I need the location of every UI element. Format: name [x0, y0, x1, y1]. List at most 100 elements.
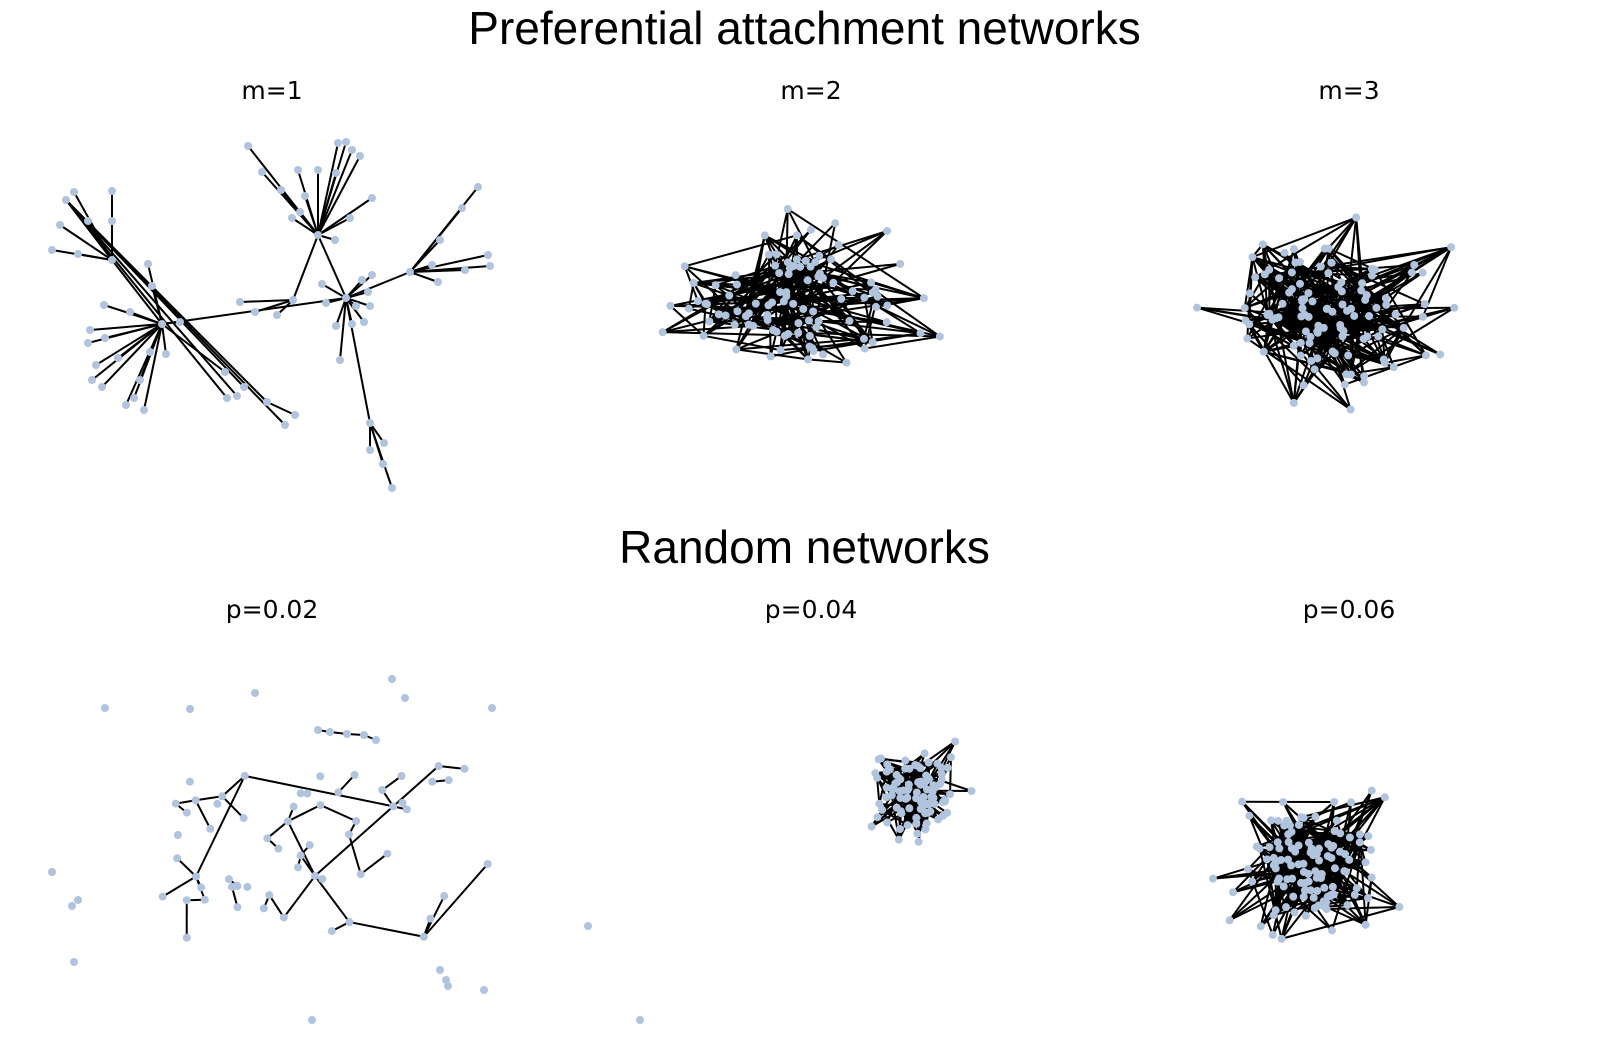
p006-node — [1361, 920, 1370, 929]
p006-node — [1310, 903, 1319, 912]
m2-node — [732, 280, 741, 289]
m3-edge — [1246, 277, 1280, 340]
m2-node — [714, 310, 723, 319]
m1-edge — [345, 297, 365, 323]
p002-node — [191, 872, 200, 881]
p006-node — [1314, 844, 1323, 853]
m3-node — [1304, 289, 1313, 298]
p006-node — [1363, 894, 1372, 903]
p006-node — [1291, 847, 1300, 856]
p006-node — [1301, 911, 1310, 920]
p002-node — [345, 918, 354, 927]
m1-edge — [304, 195, 319, 236]
m2-node — [919, 294, 928, 303]
m1-node — [136, 376, 144, 384]
p004-node — [875, 799, 884, 808]
m1-node — [277, 186, 285, 194]
m3-node — [1265, 265, 1274, 274]
p006-node — [1350, 890, 1359, 899]
p002-node — [314, 726, 322, 734]
panel-title-m1: m=1 — [241, 76, 303, 105]
p004-node — [943, 763, 952, 772]
m1-node — [162, 350, 170, 358]
p006-node — [1367, 873, 1376, 882]
m3-node — [1298, 295, 1307, 304]
p002-node — [296, 851, 305, 860]
m1-node — [288, 214, 296, 222]
m2-edge — [718, 297, 924, 316]
p006-node — [1327, 853, 1336, 862]
m2-node — [799, 304, 808, 313]
p002-node — [343, 730, 351, 738]
m1-node — [364, 288, 372, 296]
m2-node — [749, 321, 758, 330]
p006-edge — [1343, 841, 1361, 872]
m2-node — [684, 304, 693, 313]
m2-node — [764, 250, 773, 259]
p002-node — [352, 817, 361, 826]
m3-node — [1307, 356, 1316, 365]
m3-node — [1308, 297, 1317, 306]
m3-node — [1316, 262, 1325, 271]
p006-node — [1294, 841, 1303, 850]
m2-node — [780, 331, 789, 340]
m1-edge — [409, 265, 491, 273]
p004-node — [967, 787, 976, 796]
m1-node — [332, 322, 340, 330]
p002-node — [360, 731, 368, 739]
m1-node — [98, 383, 106, 391]
p004-node — [912, 813, 921, 822]
p002-edge — [176, 857, 197, 878]
m3-node — [1310, 365, 1319, 374]
m2-edge — [870, 281, 925, 300]
m1-edge — [266, 401, 296, 416]
m3-edge — [1244, 307, 1352, 411]
p002-node — [259, 904, 268, 913]
p006-node — [1284, 838, 1293, 847]
p004-node — [946, 753, 955, 762]
m3-node — [1192, 303, 1201, 312]
m2-node — [896, 259, 905, 268]
p002-node — [397, 771, 406, 780]
m2-node — [721, 311, 730, 320]
m1-node — [144, 260, 152, 268]
m2-node — [811, 258, 820, 267]
m1-edge — [317, 197, 373, 236]
preferential-section-title: Preferential attachment networks — [468, 2, 1141, 54]
m1-node — [428, 261, 436, 269]
m1-node — [342, 138, 350, 146]
m2-node — [845, 316, 854, 325]
m1-node — [70, 188, 78, 196]
m2-node — [806, 225, 815, 234]
p002-node — [378, 786, 387, 795]
m1-node — [322, 299, 330, 307]
m1-node — [74, 250, 82, 258]
p004-node — [924, 758, 933, 767]
m1-node — [366, 419, 374, 427]
m2-node — [867, 278, 876, 287]
p006-node — [1283, 875, 1292, 884]
panel-title-p006: p=0.06 — [1302, 595, 1396, 624]
p002-node — [182, 808, 191, 817]
p002-node — [171, 799, 180, 808]
m2-node — [796, 262, 805, 271]
m1-node — [281, 421, 289, 429]
p002-edge — [320, 804, 357, 823]
m3-node — [1363, 332, 1372, 341]
p002-node — [444, 776, 453, 785]
p004-node — [883, 760, 892, 769]
m2-node — [815, 272, 824, 281]
p002-node — [436, 966, 444, 974]
m2-node — [848, 287, 857, 296]
p002-edge — [360, 852, 388, 875]
m1-node — [176, 318, 184, 326]
m1-edge — [345, 274, 373, 299]
m1-node — [474, 183, 482, 191]
p004-node — [930, 799, 939, 808]
p004-node — [920, 749, 929, 758]
m2-node — [792, 255, 801, 264]
p006-node — [1269, 853, 1278, 862]
m3-node — [1258, 240, 1267, 249]
m3-node — [1301, 327, 1310, 336]
p004-node — [873, 773, 882, 782]
